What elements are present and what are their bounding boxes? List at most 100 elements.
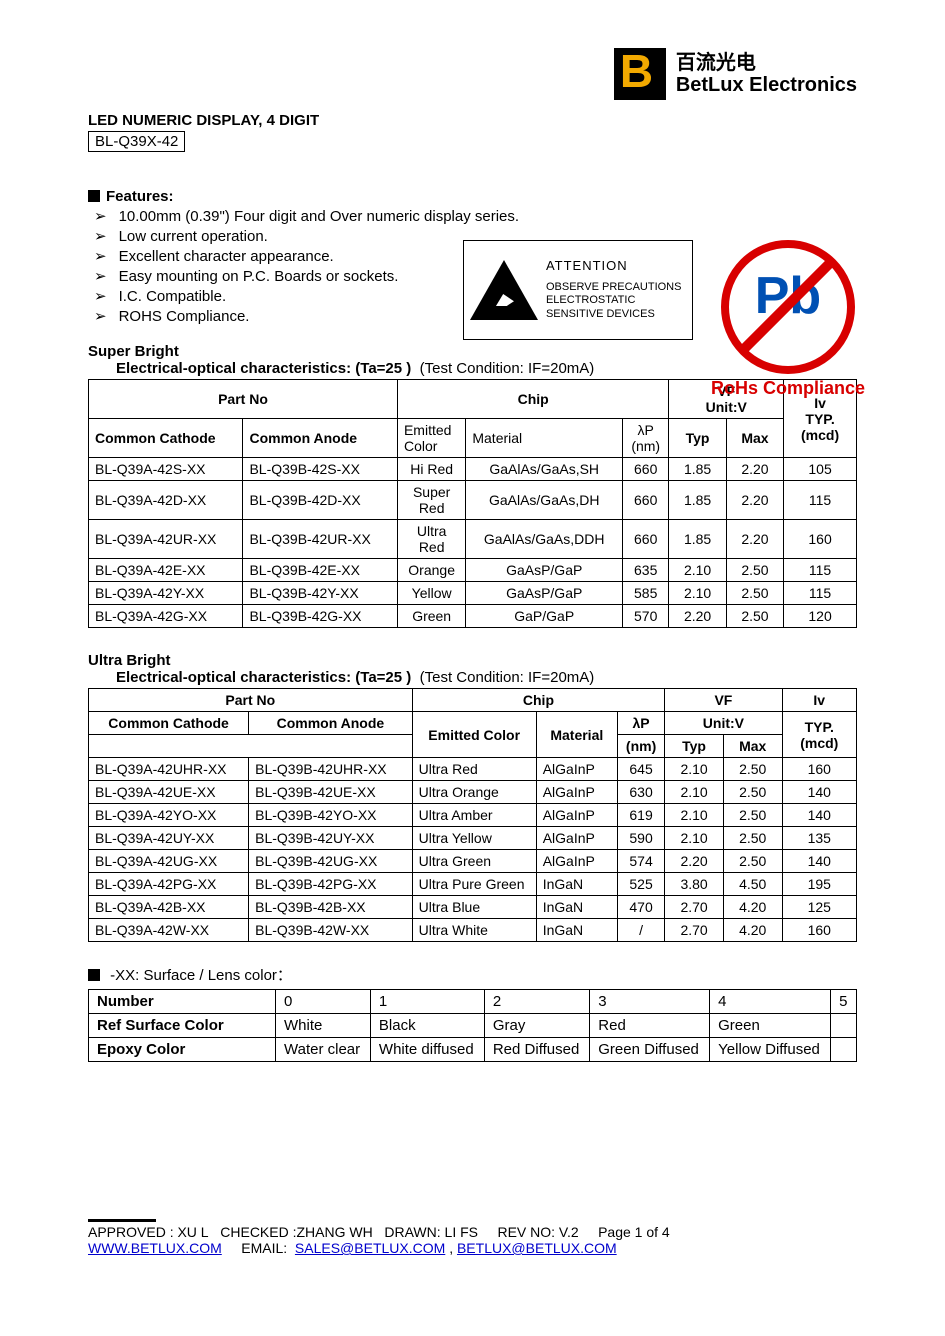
cell-vf-max: 2.50 (723, 804, 782, 827)
characteristics-line: Electrical-optical characteristics: (Ta=… (116, 669, 857, 686)
cell-lambda-p: 635 (623, 559, 669, 582)
cell-common-anode: BL-Q39B-42UR-XX (243, 520, 397, 559)
table-row: Number012345 (89, 990, 857, 1014)
th-lp: λP (nm) (623, 419, 669, 458)
esd-line: SENSITIVE DEVICES (546, 308, 682, 322)
th-typ: Typ (669, 419, 726, 458)
th-iv-typ: TYP.(mcd) (801, 411, 839, 443)
lens-cell: Red Diffused (484, 1038, 589, 1062)
cell-common-cathode: BL-Q39A-42D-XX (89, 481, 243, 520)
char-line-bold: Electrical-optical characteristics: (Ta=… (116, 360, 411, 377)
cell-emitted-color: Orange (397, 559, 465, 582)
ultra-bright-heading: Ultra Bright (88, 652, 857, 669)
cell-common-anode: BL-Q39B-42UG-XX (249, 850, 413, 873)
cell-emitted-color: Ultra Red (412, 758, 536, 781)
th-max: Max (726, 419, 783, 458)
lens-cell: 0 (276, 990, 371, 1014)
table-row: Ref Surface ColorWhiteBlackGrayRedGreen (89, 1014, 857, 1038)
table-row: BL-Q39A-42G-XXBL-Q39B-42G-XXGreenGaP/GaP… (89, 605, 857, 628)
th-iv-typ: TYP.(mcd) (782, 712, 856, 758)
th-partno: Part No (89, 380, 398, 419)
lens-cell: Green (710, 1014, 831, 1038)
th-lp-text: λP (638, 422, 654, 438)
lens-cell: Green Diffused (590, 1038, 710, 1062)
cell-lambda-p: 630 (617, 781, 664, 804)
cell-material: AlGaInP (536, 781, 617, 804)
th-typ: Typ (665, 735, 724, 758)
footer-approved: APPROVED : XU L (88, 1224, 209, 1240)
cell-vf-max: 2.20 (726, 520, 783, 559)
cell-vf-max: 2.20 (726, 458, 783, 481)
footer-email1-link[interactable]: SALES@BETLUX.COM (295, 1240, 445, 1256)
th-lp-nm: (nm) (631, 438, 660, 454)
esd-attention-badge: ATTENTION OBSERVE PRECAUTIONS ELECTROSTA… (463, 240, 693, 340)
square-bullet-icon (88, 190, 100, 202)
th-emitted-color: Emitted Color (412, 712, 536, 758)
lens-row-label: Ref Surface Color (89, 1014, 276, 1038)
brand-name-cn: 百流光电 (676, 52, 857, 74)
cell-material: GaP/GaP (466, 605, 623, 628)
cell-material: GaAlAs/GaAs,DH (466, 481, 623, 520)
th-vf: VF (665, 689, 782, 712)
th-material: Material (466, 419, 623, 458)
cell-common-cathode: BL-Q39A-42UY-XX (89, 827, 249, 850)
cell-iv: 140 (782, 850, 856, 873)
char-line-bold: Electrical-optical characteristics: (Ta=… (116, 669, 411, 686)
cell-vf-max: 2.20 (726, 481, 783, 520)
cell-vf-typ: 1.85 (669, 520, 726, 559)
cell-vf-max: 4.50 (723, 873, 782, 896)
th-iv: Iv (782, 689, 856, 712)
footer-rev: REV NO: V.2 (497, 1224, 578, 1240)
cell-iv: 115 (784, 582, 857, 605)
table-row: BL-Q39A-42D-XXBL-Q39B-42D-XXSuper RedGaA… (89, 481, 857, 520)
cell-vf-max: 2.50 (726, 559, 783, 582)
cell-vf-max: 2.50 (726, 582, 783, 605)
cell-common-anode: BL-Q39B-42D-XX (243, 481, 397, 520)
rohs-badge: Pb RoHs Compliance (711, 240, 865, 399)
square-bullet-icon (88, 969, 100, 981)
cell-lambda-p: 525 (617, 873, 664, 896)
cell-vf-typ: 1.85 (669, 458, 726, 481)
table-row: BL-Q39A-42B-XXBL-Q39B-42B-XXUltra BlueIn… (89, 896, 857, 919)
cell-iv: 140 (782, 781, 856, 804)
cell-iv: 115 (784, 559, 857, 582)
table-row: BL-Q39A-42UE-XXBL-Q39B-42UE-XXUltra Oran… (89, 781, 857, 804)
cell-iv: 160 (784, 520, 857, 559)
lens-color-table: Number012345Ref Surface ColorWhiteBlackG… (88, 989, 857, 1062)
part-number-box: BL-Q39X-42 (88, 131, 185, 152)
cell-vf-max: 2.50 (723, 827, 782, 850)
cell-vf-typ: 2.10 (665, 781, 724, 804)
table-row: BL-Q39A-42W-XXBL-Q39B-42W-XXUltra WhiteI… (89, 919, 857, 942)
cell-common-anode: BL-Q39B-42UE-XX (249, 781, 413, 804)
cell-emitted-color: Ultra White (412, 919, 536, 942)
lens-cell: Black (370, 1014, 484, 1038)
cell-common-cathode: BL-Q39A-42PG-XX (89, 873, 249, 896)
cell-common-anode: BL-Q39B-42Y-XX (243, 582, 397, 605)
footer-drawn: DRAWN: LI FS (384, 1224, 478, 1240)
footer-email2-link[interactable]: BETLUX@BETLUX.COM (457, 1240, 617, 1256)
cell-lambda-p: 570 (623, 605, 669, 628)
cell-vf-typ: 2.70 (665, 896, 724, 919)
esd-triangle-icon (470, 260, 538, 320)
pb-text-icon: Pb (729, 266, 847, 326)
cell-lambda-p: 660 (623, 481, 669, 520)
cell-vf-typ: 1.85 (669, 481, 726, 520)
cell-iv: 195 (782, 873, 856, 896)
cell-material: InGaN (536, 919, 617, 942)
th-lp: λP (617, 712, 664, 735)
cell-common-anode: BL-Q39B-42E-XX (243, 559, 397, 582)
lens-heading-text: -XX: Surface / Lens color： (110, 967, 292, 984)
footer-url-link[interactable]: WWW.BETLUX.COM (88, 1240, 222, 1256)
cell-lambda-p: 660 (623, 458, 669, 481)
rohs-no-pb-icon: Pb (721, 240, 855, 374)
th-cc: Common Cathode (89, 712, 249, 735)
cell-iv: 140 (782, 804, 856, 827)
lens-cell: 3 (590, 990, 710, 1014)
footer-email-label: EMAIL: (241, 1240, 287, 1256)
cell-common-anode: BL-Q39B-42UY-XX (249, 827, 413, 850)
lens-cell: 5 (831, 990, 857, 1014)
cell-common-anode: BL-Q39B-42UHR-XX (249, 758, 413, 781)
lens-cell: 2 (484, 990, 589, 1014)
th-ca: Common Anode (243, 419, 397, 458)
feature-item: 10.00mm (0.39") Four digit and Over nume… (88, 207, 857, 225)
